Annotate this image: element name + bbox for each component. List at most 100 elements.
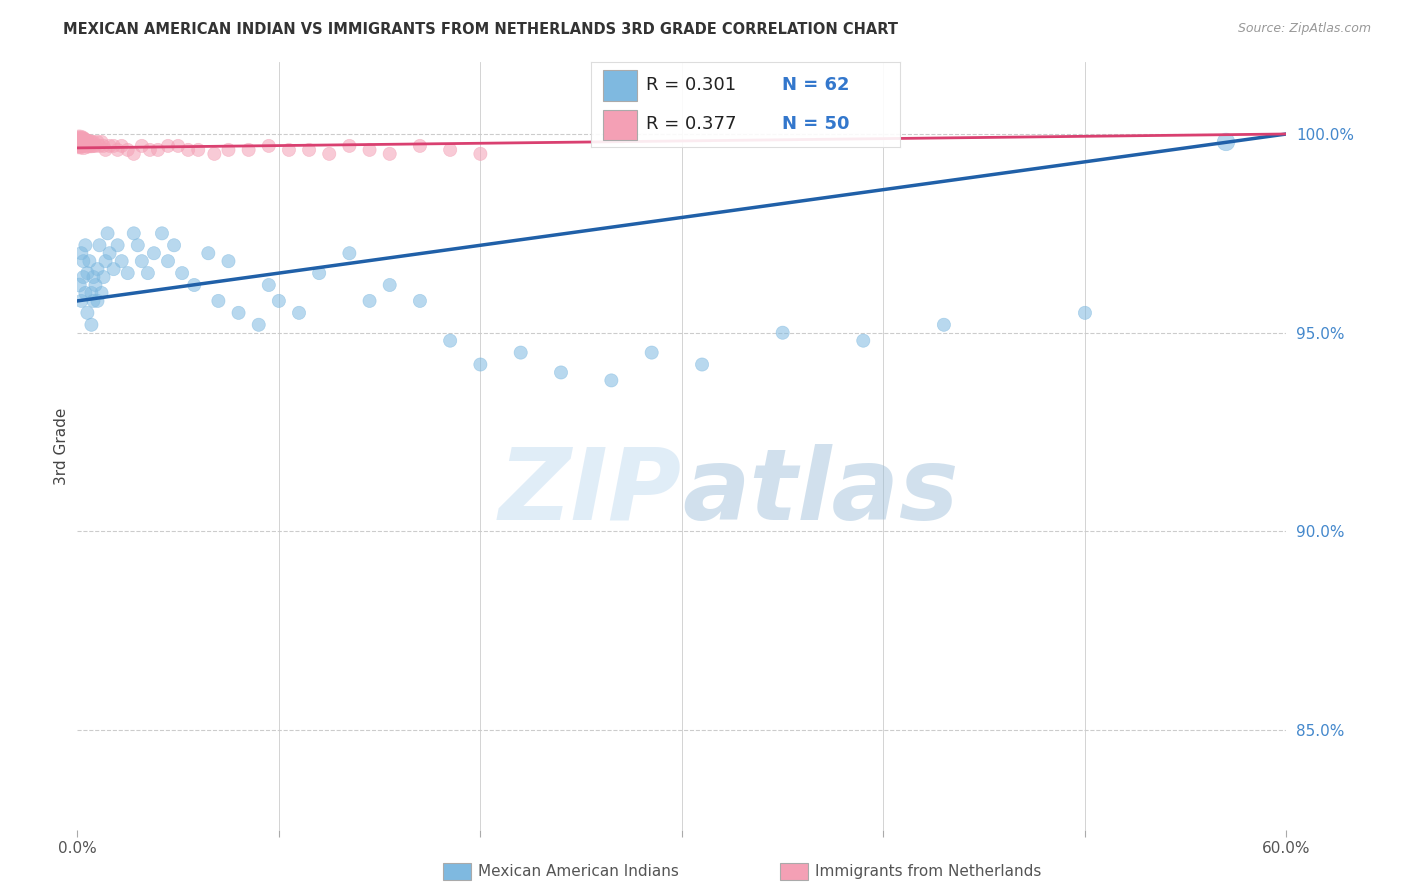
Point — [103, 139, 125, 153]
Point — [89, 238, 111, 252]
Point — [117, 266, 139, 280]
Point — [76, 139, 98, 153]
Point — [94, 254, 117, 268]
Point — [1074, 306, 1097, 320]
Point — [86, 135, 108, 149]
Point — [772, 326, 794, 340]
Point — [98, 139, 121, 153]
Point — [439, 334, 461, 348]
Point — [308, 266, 330, 280]
Point — [298, 143, 321, 157]
Point — [378, 146, 401, 161]
Point — [75, 135, 97, 149]
Point — [72, 139, 94, 153]
Point — [70, 135, 93, 149]
Point — [80, 135, 103, 149]
Point — [90, 285, 112, 300]
Point — [550, 366, 572, 380]
Point — [122, 227, 145, 241]
Point — [852, 334, 875, 348]
Point — [82, 270, 104, 285]
Point — [218, 254, 240, 268]
Point — [228, 306, 250, 320]
Point — [76, 306, 98, 320]
Point — [288, 306, 311, 320]
Point — [172, 266, 194, 280]
Point — [339, 246, 360, 260]
Point — [89, 139, 111, 153]
Point — [103, 262, 125, 277]
Point — [67, 135, 90, 149]
Point — [932, 318, 955, 332]
Point — [107, 238, 129, 252]
Point — [641, 345, 664, 359]
Point — [84, 139, 107, 153]
Point — [202, 146, 225, 161]
Point — [509, 345, 531, 359]
Point — [72, 135, 94, 149]
Point — [238, 143, 260, 157]
Point — [218, 143, 240, 157]
Point — [1215, 135, 1237, 149]
Point — [82, 135, 104, 149]
Text: Mexican American Indians: Mexican American Indians — [478, 864, 679, 879]
Point — [157, 139, 180, 153]
Point — [600, 373, 623, 387]
Point — [76, 266, 98, 280]
Point — [139, 143, 162, 157]
Point — [76, 135, 98, 149]
Point — [439, 143, 461, 157]
Text: atlas: atlas — [682, 443, 959, 541]
Point — [131, 254, 153, 268]
Point — [111, 139, 134, 153]
Point — [79, 254, 101, 268]
Point — [70, 246, 93, 260]
Point — [318, 146, 340, 161]
Point — [93, 270, 115, 285]
Point — [470, 146, 492, 161]
Point — [207, 293, 229, 308]
Point — [136, 266, 159, 280]
Point — [146, 143, 169, 157]
Point — [257, 139, 280, 153]
Point — [82, 139, 104, 153]
Text: Source: ZipAtlas.com: Source: ZipAtlas.com — [1237, 22, 1371, 36]
Point — [409, 139, 432, 153]
Point — [409, 293, 432, 308]
Text: Immigrants from Netherlands: Immigrants from Netherlands — [815, 864, 1042, 879]
Point — [98, 246, 121, 260]
Point — [75, 285, 97, 300]
Point — [107, 143, 129, 157]
Point — [163, 238, 186, 252]
Point — [339, 139, 360, 153]
Point — [167, 139, 190, 153]
Point — [79, 135, 101, 149]
Point — [80, 318, 103, 332]
Point — [93, 139, 115, 153]
Point — [267, 293, 290, 308]
Point — [177, 143, 200, 157]
Text: ZIP: ZIP — [499, 443, 682, 541]
Point — [257, 278, 280, 293]
Point — [67, 278, 90, 293]
Text: MEXICAN AMERICAN INDIAN VS IMMIGRANTS FROM NETHERLANDS 3RD GRADE CORRELATION CHA: MEXICAN AMERICAN INDIAN VS IMMIGRANTS FR… — [63, 22, 898, 37]
Point — [72, 254, 94, 268]
Point — [70, 135, 93, 149]
Point — [247, 318, 270, 332]
Point — [359, 143, 381, 157]
Point — [75, 238, 97, 252]
Y-axis label: 3rd Grade: 3rd Grade — [53, 408, 69, 484]
Text: R = 0.377: R = 0.377 — [647, 115, 737, 133]
Point — [197, 246, 219, 260]
Point — [70, 293, 93, 308]
Point — [80, 139, 103, 153]
Text: R = 0.301: R = 0.301 — [647, 77, 737, 95]
Point — [79, 139, 101, 153]
Point — [157, 254, 180, 268]
Point — [75, 135, 97, 149]
Point — [72, 135, 94, 149]
Point — [117, 143, 139, 157]
Point — [187, 143, 209, 157]
Point — [111, 254, 134, 268]
Point — [86, 293, 108, 308]
